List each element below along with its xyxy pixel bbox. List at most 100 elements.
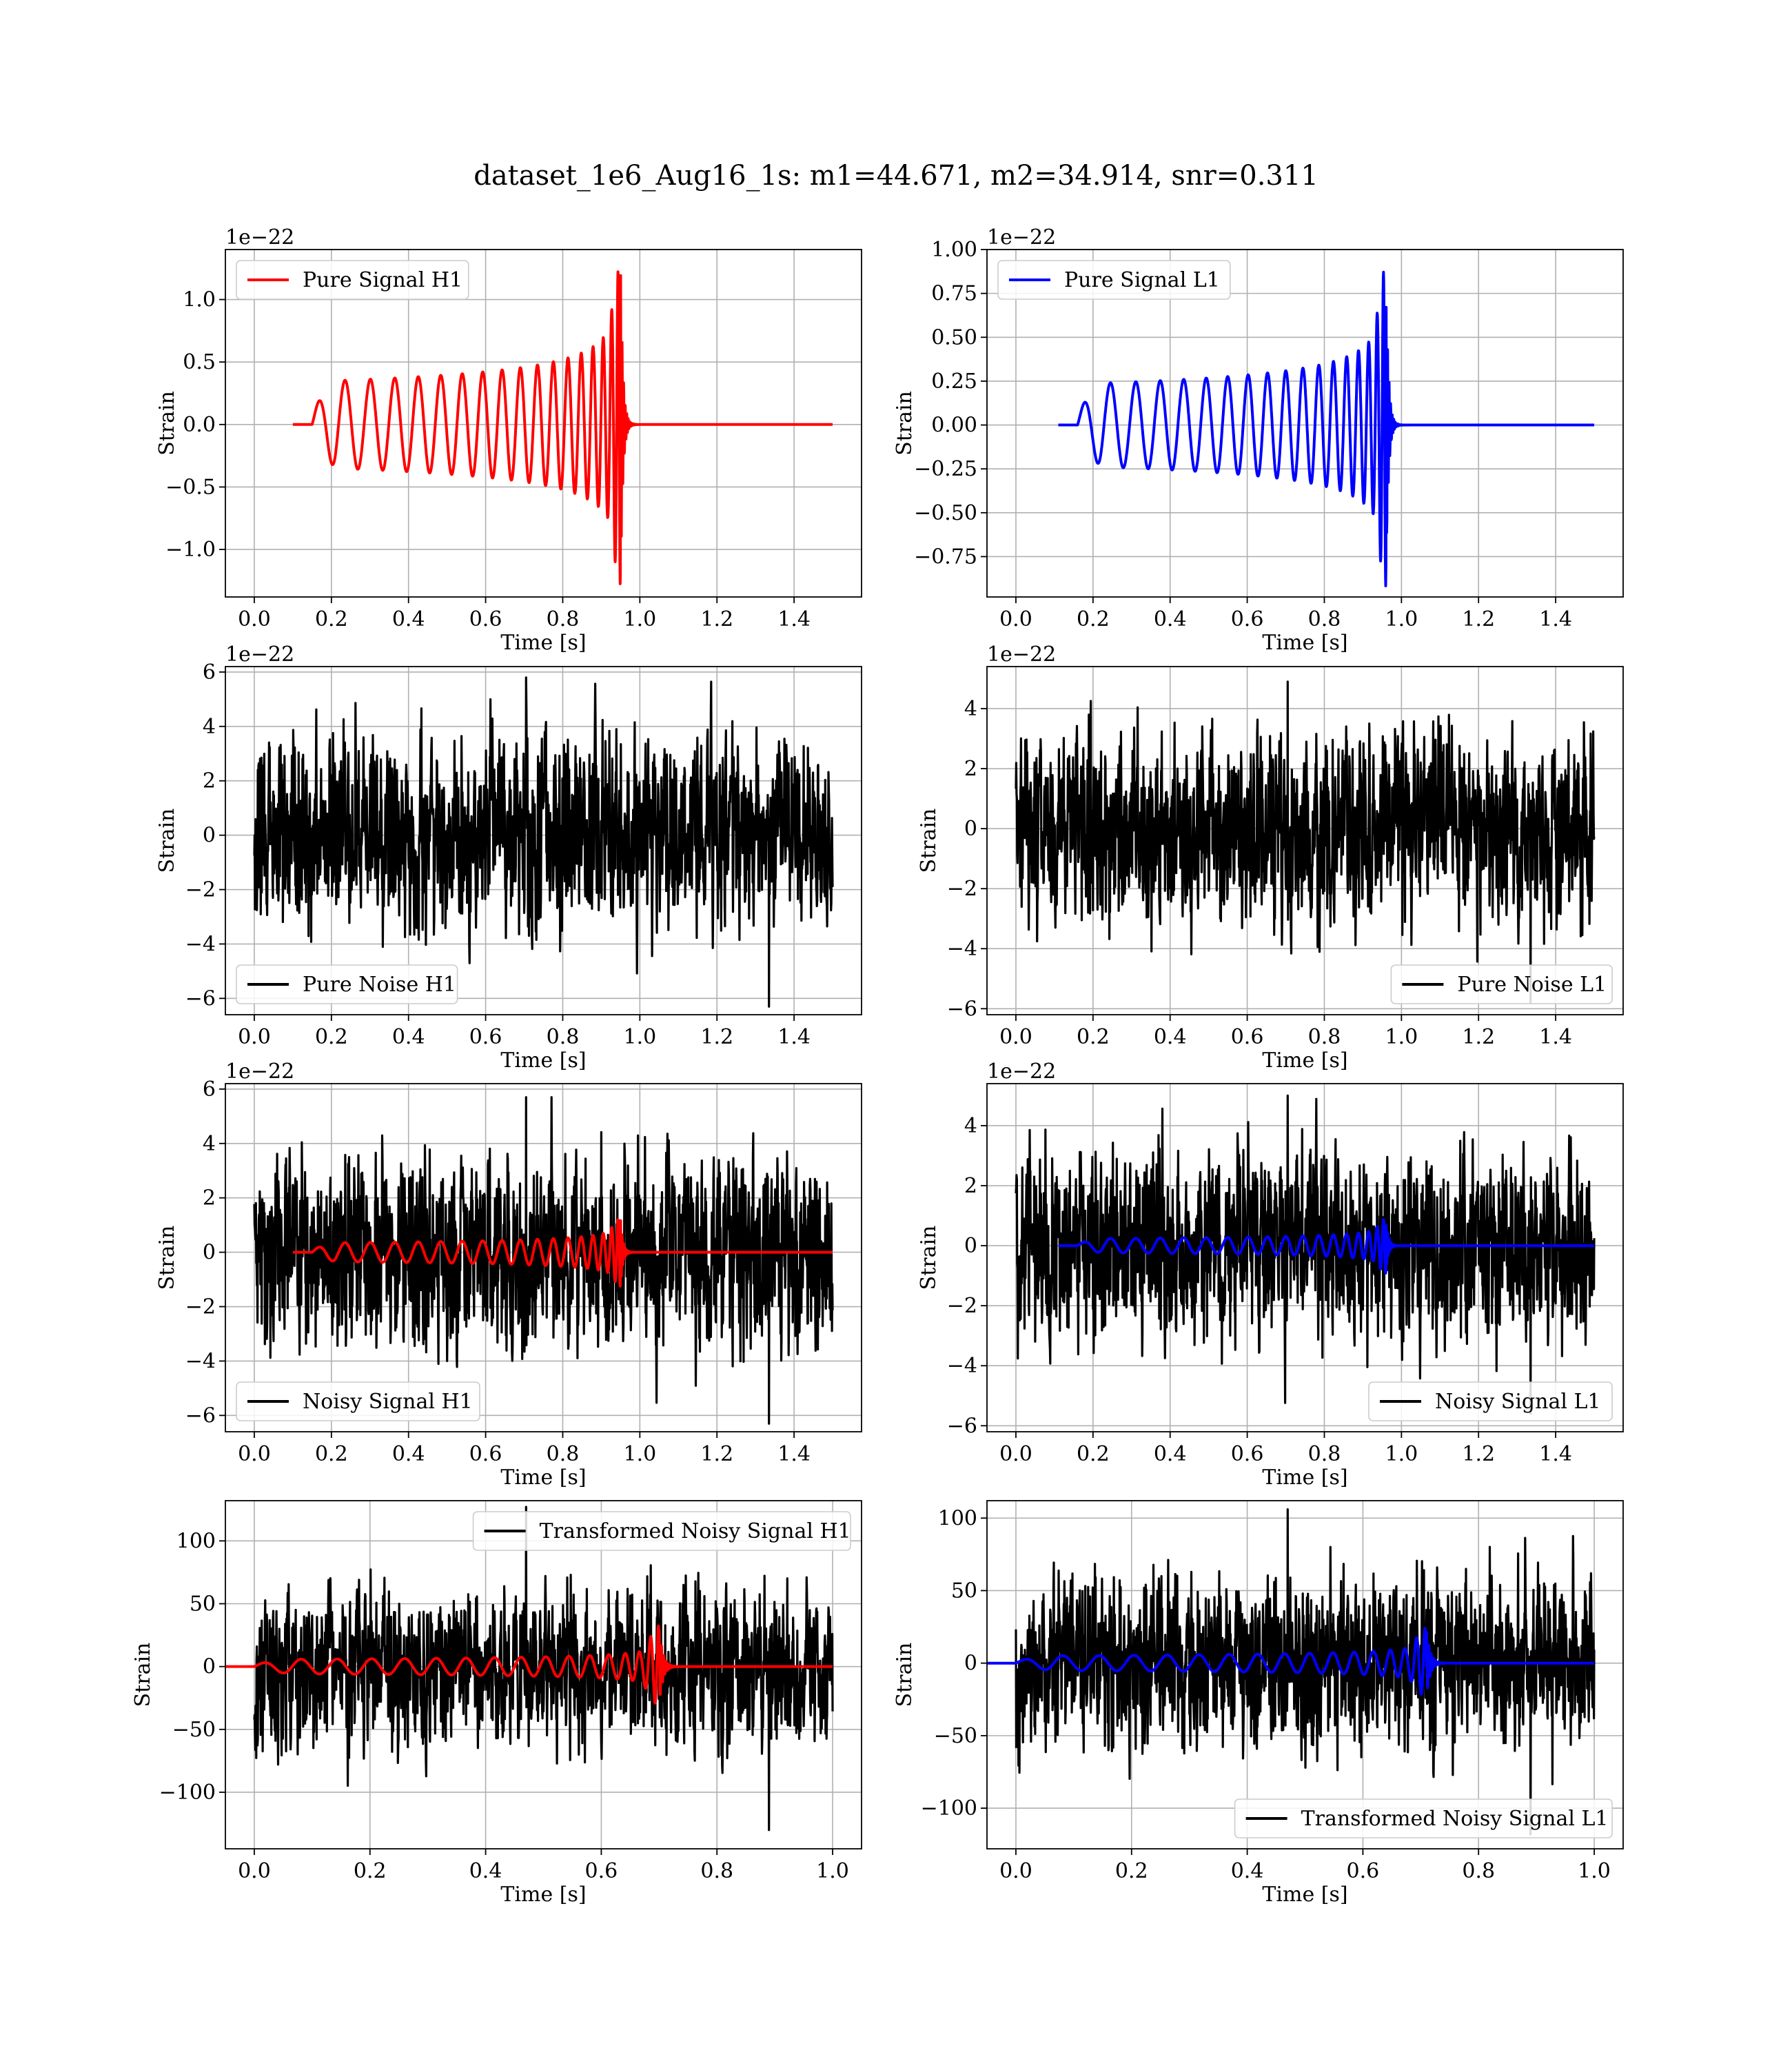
y-tick-label: 0.5	[183, 350, 216, 374]
y-tick-label: 4	[964, 697, 977, 721]
legend-box	[1234, 1798, 1613, 1838]
y-tick-label: −4	[185, 932, 216, 956]
legend-label: Pure Noise L1	[1457, 973, 1607, 997]
legend-label: Pure Signal L1	[1064, 268, 1220, 292]
x-tick-label: 1.0	[623, 1025, 656, 1049]
x-axis-label: Time [s]	[1262, 631, 1347, 655]
offset-text: 1e−22	[987, 642, 1056, 667]
offset-text: 1e−22	[987, 1060, 1056, 1084]
x-tick-label: 0.8	[547, 1025, 580, 1049]
x-tick-label: 1.4	[1539, 607, 1572, 631]
axes-frame	[986, 666, 1624, 1015]
panel-pure-noise-h1: 0.0 0.2 0.4 0.6 0.8 1.0 1.2 1.4 −6 −4 −2 0 2 4 6 Time […	[155, 642, 862, 1073]
y-tick-label: −6	[185, 986, 216, 1011]
legend-label: Transformed Noisy Signal L1	[1301, 1807, 1609, 1831]
x-tick-label: 1.4	[1539, 1025, 1572, 1049]
x-axis-label: Time [s]	[1262, 1048, 1347, 1073]
axes-frame	[225, 249, 862, 598]
x-tick-label: 0.6	[585, 1859, 618, 1883]
x-tick-label: 1.4	[777, 1025, 811, 1049]
y-tick-label: −4	[947, 1354, 977, 1378]
series-line-signal	[987, 1627, 1596, 1696]
y-tick-label: 4	[203, 715, 216, 739]
y-tick-label: 4	[203, 1132, 216, 1156]
legend-box	[236, 1381, 480, 1421]
panel-transformed-noisy-signal-l1: 0.0 0.2 0.4 0.6 0.8 1.0 −100 −50 0 50 100 Time [s] S…	[893, 1500, 1624, 1907]
x-tick-label: 0.0	[999, 1025, 1032, 1049]
series-line-noise	[1015, 1508, 1596, 1836]
x-tick-label: 0.4	[1154, 1025, 1187, 1049]
y-tick-label: 0	[203, 824, 216, 848]
x-tick-label: 0.4	[1231, 1859, 1264, 1883]
y-tick-label: 0	[203, 1655, 216, 1679]
y-tick-label: 0.0	[183, 413, 216, 437]
x-tick-label: 0.2	[315, 607, 348, 631]
legend-box	[997, 260, 1231, 300]
y-tick-label: −0.75	[914, 545, 977, 569]
y-tick-label: −6	[947, 997, 977, 1021]
series-line-signal	[1057, 1218, 1596, 1275]
y-tick-label: 0.25	[931, 369, 977, 394]
series-line-signal	[1057, 270, 1596, 587]
x-tick-label: 0.0	[999, 1859, 1032, 1883]
x-tick-label: 0.6	[1231, 1025, 1264, 1049]
panel-pure-signal-h1: 0.0 0.2 0.4 0.6 0.8 1.0 1.2 1.4 −1.0 −0.5 0.0 0.5 1.…	[155, 225, 862, 655]
x-tick-label: 1.0	[623, 1442, 656, 1466]
y-axis-label: Strain	[131, 1643, 155, 1707]
x-tick-label: 0.4	[1154, 607, 1187, 631]
y-tick-label: 6	[203, 660, 216, 685]
series-line-noise	[253, 1096, 834, 1425]
x-axis-label: Time [s]	[1262, 1466, 1347, 1490]
x-tick-label: 0.2	[1077, 607, 1110, 631]
offset-text: 1e−22	[225, 1060, 294, 1084]
x-tick-label: 0.8	[547, 607, 580, 631]
y-tick-label: 2	[203, 769, 216, 793]
y-tick-label: 50	[190, 1592, 216, 1616]
axes-frame	[225, 666, 862, 1015]
x-tick-label: 0.2	[315, 1442, 348, 1466]
y-tick-label: 0	[964, 1652, 977, 1676]
panel-pure-signal-l1: 0.0 0.2 0.4 0.6 0.8 1.0 1.2 1.4 −0.75 −0.50 −0.25 0…	[893, 225, 1624, 655]
legend-label: Pure Signal H1	[303, 268, 462, 292]
x-tick-label: 0.8	[1308, 1442, 1341, 1466]
x-axis-label: Time [s]	[500, 1883, 586, 1907]
y-tick-label: −6	[947, 1414, 977, 1438]
series-line-signal	[292, 270, 834, 585]
y-tick-label: −50	[172, 1718, 216, 1742]
x-tick-label: 0.8	[1308, 1025, 1341, 1049]
y-tick-label: −1.0	[165, 538, 216, 562]
legend: Noisy Signal L1	[1368, 1381, 1613, 1421]
y-tick-label: 0.75	[931, 282, 977, 306]
x-tick-label: 0.8	[700, 1859, 733, 1883]
y-axis-label: Strain	[917, 1226, 941, 1290]
legend-label: Pure Noise H1	[303, 973, 456, 997]
y-tick-label: 0	[964, 1234, 977, 1258]
x-tick-label: 0.2	[1115, 1859, 1148, 1883]
axes-frame	[986, 249, 1624, 598]
x-tick-label: 0.4	[392, 1025, 425, 1049]
legend-box	[1390, 964, 1613, 1004]
y-tick-label: −0.50	[914, 501, 977, 525]
x-tick-label: 1.0	[816, 1859, 849, 1883]
y-tick-label: −0.5	[165, 475, 216, 499]
x-tick-label: 0.6	[469, 1442, 502, 1466]
x-tick-label: 0.4	[392, 1442, 425, 1466]
y-tick-label: 2	[964, 757, 977, 781]
y-tick-label: −2	[947, 877, 977, 901]
legend: Transformed Noisy Signal H1	[472, 1511, 851, 1551]
x-tick-label: 1.0	[1385, 607, 1418, 631]
x-tick-label: 0.6	[469, 1025, 502, 1049]
x-tick-label: 1.0	[1578, 1859, 1611, 1883]
y-tick-label: −50	[934, 1724, 977, 1748]
y-axis-label: Strain	[155, 1226, 179, 1290]
series-line-signal	[292, 1218, 834, 1288]
y-tick-label: −100	[159, 1781, 216, 1805]
x-tick-label: 0.0	[999, 1442, 1032, 1466]
y-tick-label: −6	[185, 1403, 216, 1428]
x-tick-label: 1.2	[1462, 607, 1495, 631]
x-tick-label: 1.4	[1539, 1442, 1572, 1466]
legend: Noisy Signal H1	[236, 1381, 480, 1421]
legend-label: Noisy Signal L1	[1435, 1390, 1600, 1414]
x-tick-label: 0.0	[238, 1442, 271, 1466]
